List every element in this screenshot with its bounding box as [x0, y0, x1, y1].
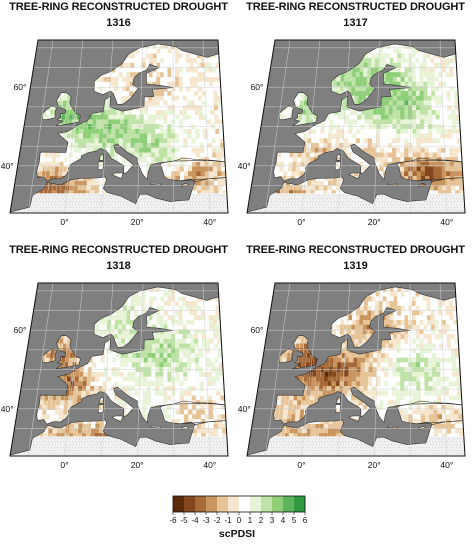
- panel-title: TREE-RING RECONSTRUCTED DROUGHT: [246, 1, 465, 13]
- legend-swatch: [239, 496, 251, 512]
- no-data-area: [10, 193, 228, 213]
- map-panel-1317: TREE-RING RECONSTRUCTED DROUGHT 1317 60°…: [237, 0, 474, 245]
- latitude-label: 40°: [1, 404, 14, 414]
- legend-tick-label: -4: [191, 516, 199, 525]
- longitude-label: 40°: [440, 460, 453, 470]
- no-data-area: [247, 436, 465, 456]
- map-frame: [246, 39, 466, 214]
- graticule: [251, 40, 464, 213]
- map-panel-1319: TREE-RING RECONSTRUCTED DROUGHT 1319 60°…: [237, 243, 474, 488]
- longitude-label: 40°: [203, 217, 216, 227]
- legend-colorbar: -6 -5 -4 -3 -2 -1 0 1 2 3 4 5 6: [169, 495, 308, 525]
- legend-swatch: [195, 496, 207, 512]
- drought-map: 60° 40° 0° 20° 40°: [1, 282, 229, 470]
- map-frame: [246, 282, 466, 457]
- legend-swatch: [173, 496, 185, 512]
- legend-tick-label: 1: [248, 516, 253, 525]
- legend-tick-label: 6: [303, 516, 308, 525]
- legend-swatch: [250, 496, 262, 512]
- graticule: [251, 283, 464, 456]
- longitude-label: 0°: [60, 460, 68, 470]
- legend-tick-label: -1: [224, 516, 232, 525]
- legend-tick-label: 0: [237, 516, 242, 525]
- no-data-area: [10, 436, 228, 456]
- color-legend: -6 -5 -4 -3 -2 -1 0 1 2 3 4 5 6 scPDSI: [0, 488, 474, 545]
- panel-year: 1319: [343, 260, 368, 272]
- legend-title: scPDSI: [218, 528, 256, 540]
- legend-tick-label: -2: [213, 516, 221, 525]
- map-frame: [9, 282, 229, 457]
- longitude-label: 40°: [440, 217, 453, 227]
- map-panel-1318: TREE-RING RECONSTRUCTED DROUGHT 1318 60°…: [0, 243, 237, 488]
- legend-tick-label: 2: [259, 516, 264, 525]
- legend-swatch: [206, 496, 218, 512]
- legend-swatch: [272, 496, 284, 512]
- latitude-label: 60°: [14, 325, 27, 335]
- map-frame: [9, 39, 229, 214]
- longitude-label: 20°: [131, 460, 144, 470]
- legend-tick-label: 5: [292, 516, 297, 525]
- drought-map: 60° 40° 0° 20° 40°: [238, 282, 466, 470]
- drought-map: 60° 40° 0° 20° 40°: [1, 39, 229, 227]
- legend-swatch: [261, 496, 273, 512]
- legend-tick-label: -5: [180, 516, 188, 525]
- latitude-label: 40°: [1, 161, 14, 171]
- latitude-label: 60°: [251, 325, 264, 335]
- longitude-label: 0°: [60, 217, 68, 227]
- latitude-label: 60°: [14, 82, 27, 92]
- panel-title: TREE-RING RECONSTRUCTED DROUGHT: [246, 244, 465, 256]
- longitude-label: 40°: [203, 460, 216, 470]
- no-data-area: [247, 193, 465, 213]
- map-panel-1316: TREE-RING RECONSTRUCTED DROUGHT 1316 60°…: [0, 0, 237, 245]
- legend-tick-label: 3: [270, 516, 275, 525]
- legend-swatch: [294, 496, 306, 512]
- legend-swatch: [217, 496, 229, 512]
- latitude-label: 60°: [251, 82, 264, 92]
- panel-title: TREE-RING RECONSTRUCTED DROUGHT: [9, 244, 228, 256]
- legend-swatch: [184, 496, 196, 512]
- panel-year: 1318: [106, 260, 131, 272]
- legend-tick-label: -6: [169, 516, 177, 525]
- coastlines: [247, 286, 465, 456]
- drought-map: 60° 40° 0° 20° 40°: [238, 39, 466, 227]
- legend-swatch: [283, 496, 295, 512]
- panel-year: 1317: [343, 17, 368, 29]
- longitude-label: 20°: [368, 460, 381, 470]
- legend-tick-label: -3: [202, 516, 210, 525]
- latitude-label: 40°: [238, 161, 251, 171]
- legend-tick-label: 4: [281, 516, 286, 525]
- graticule: [14, 40, 227, 213]
- graticule: [14, 283, 227, 456]
- longitude-label: 0°: [297, 460, 305, 470]
- longitude-label: 20°: [368, 217, 381, 227]
- latitude-label: 40°: [238, 404, 251, 414]
- legend-swatch: [228, 496, 240, 512]
- longitude-label: 0°: [297, 217, 305, 227]
- panel-year: 1316: [106, 17, 131, 29]
- panel-title: TREE-RING RECONSTRUCTED DROUGHT: [9, 1, 228, 13]
- longitude-label: 20°: [131, 217, 144, 227]
